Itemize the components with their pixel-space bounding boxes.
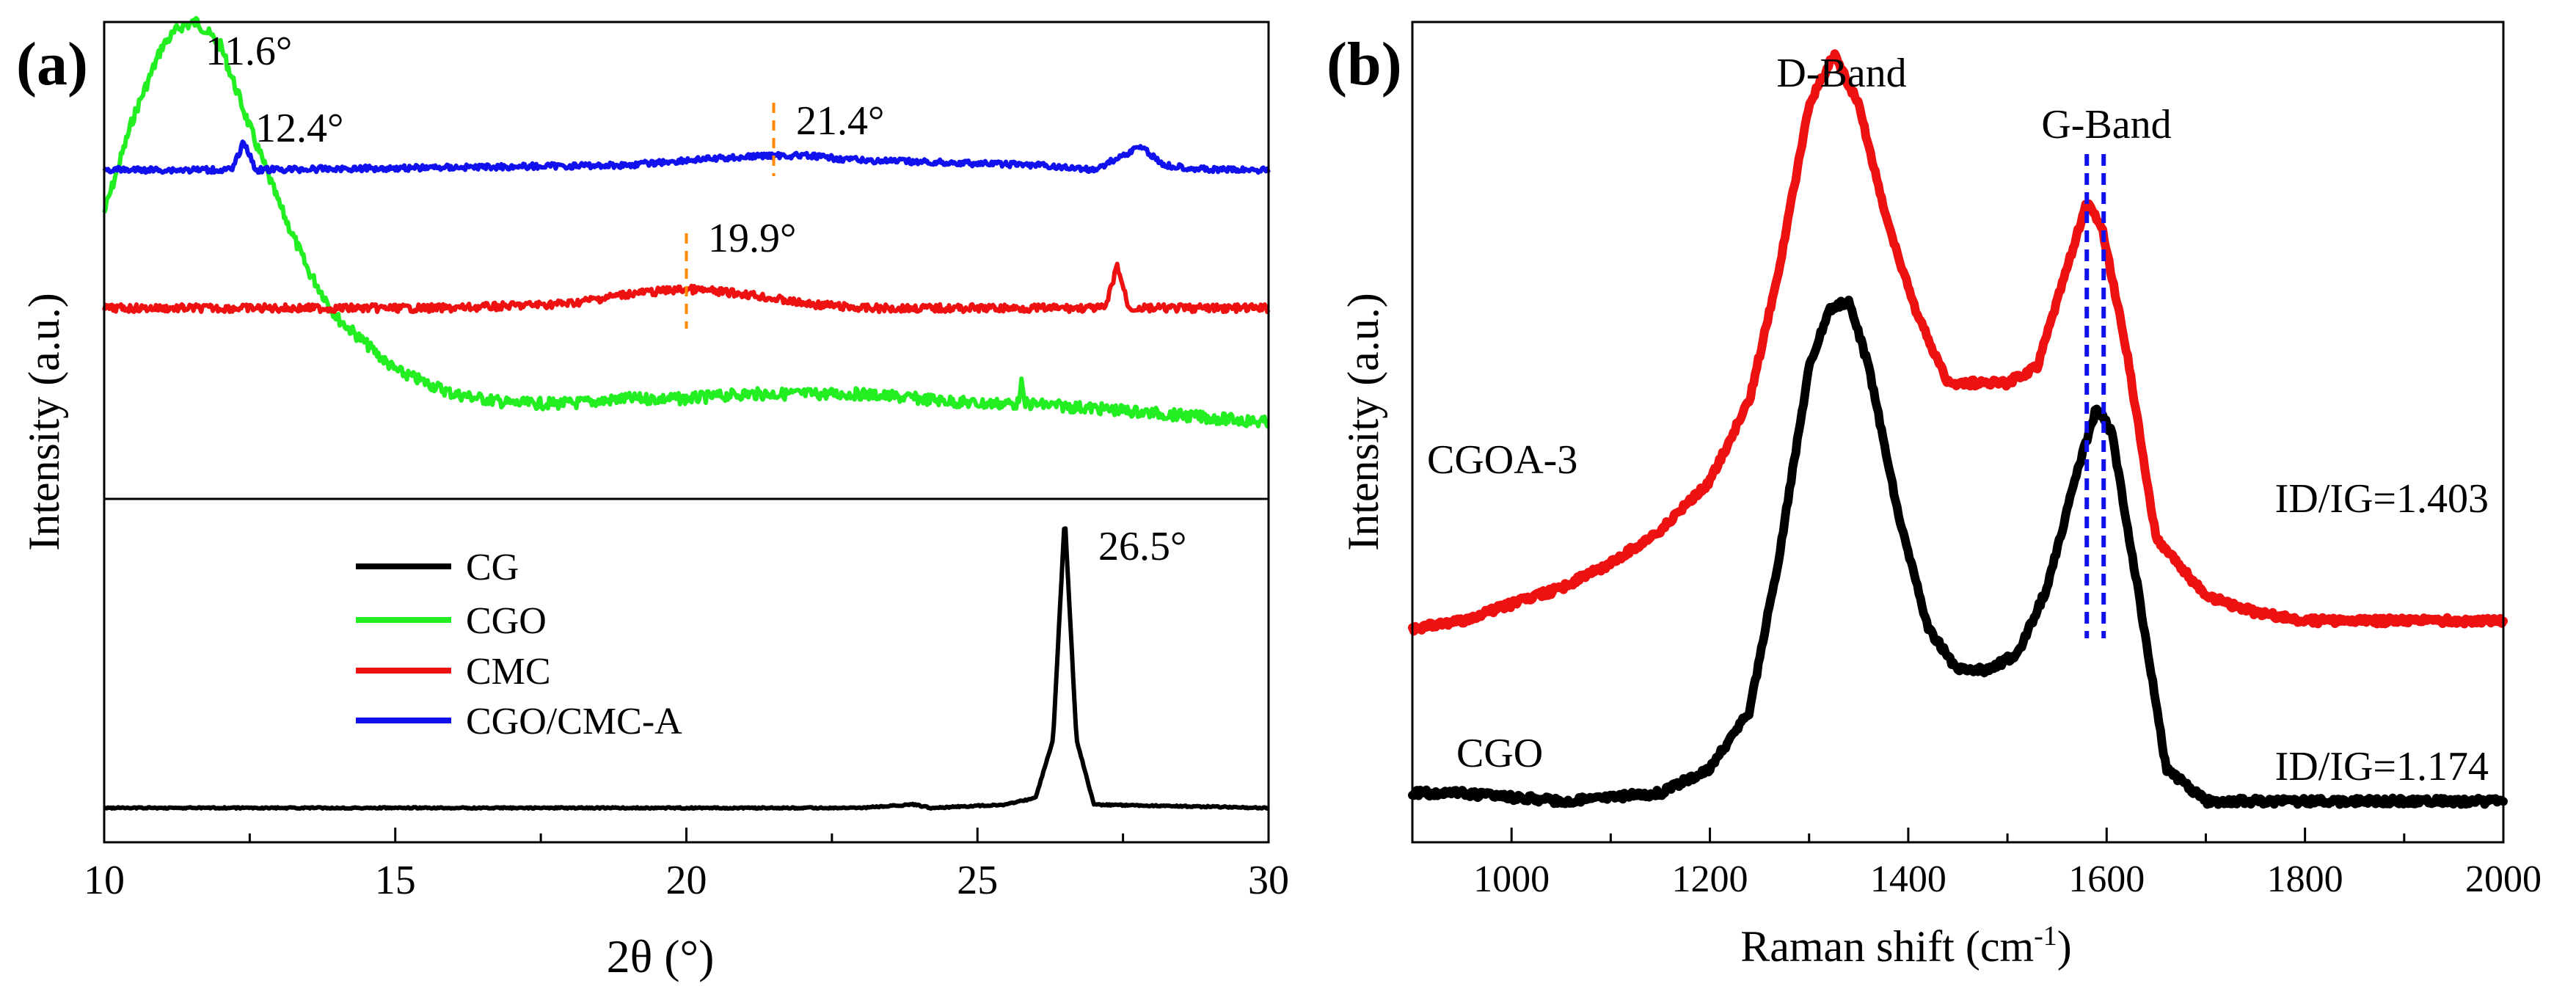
annotation-d-band: D-Band (1776, 51, 1906, 96)
panel-a: (a) Intensity (a.u.) 2θ (°) 10 15 20 25 30 1… (16, 15, 1289, 982)
panel-b-xlabel: Raman shift (cm-1) (1740, 921, 2072, 971)
legend-item-cmc: CMC (356, 651, 551, 693)
annotation-11-6: 11.6° (205, 29, 292, 74)
x-tick-label-1400: 1400 (1870, 858, 1946, 900)
series-cgo (102, 15, 1270, 429)
legend-label-cgo: CGO (466, 600, 547, 642)
legend-item-cgo: CGO (356, 600, 547, 642)
x-tick-label-1200: 1200 (1672, 858, 1748, 900)
x-tick-label-25: 25 (957, 858, 998, 903)
x-tick-label-15: 15 (375, 858, 416, 903)
ratio-cgo: ID/IG=1.174 (2275, 744, 2489, 789)
panel-a-markers (685, 103, 776, 329)
x-tick-label-1800: 1800 (2267, 858, 2343, 900)
series-cgo-cmc-a (102, 139, 1271, 175)
x-tick-label-1000: 1000 (1473, 858, 1550, 900)
label-cgoa-3: CGOA-3 (1427, 437, 1577, 483)
panel-b-ylabel: Intensity (a.u.) (1339, 293, 1387, 551)
series-cgoa-3 (1408, 49, 2508, 636)
panel-b-ticks: 1000 1200 1400 1600 1800 2000 (1411, 828, 2542, 900)
panel-a-ticks: 10 15 20 25 30 (84, 828, 1289, 903)
panel-b-markers (2084, 154, 2106, 638)
legend-item-cg: CG (356, 547, 519, 588)
x-tick-label-20: 20 (666, 858, 707, 903)
label-cgo: CGO (1456, 731, 1543, 776)
annotation-19-9: 19.9° (708, 216, 796, 261)
x-tick-label-2000: 2000 (2465, 858, 2542, 900)
panel-a-label: (a) (16, 30, 88, 98)
series-cg (103, 526, 1270, 811)
annotation-21-4: 21.4° (796, 98, 884, 144)
panel-a-curves (102, 15, 1271, 811)
panel-a-ylabel: Intensity (a.u.) (20, 293, 68, 551)
legend-label-cmc: CMC (466, 651, 551, 693)
series-cgo (1408, 296, 2508, 809)
legend-item-cgo-cmc-a: CGO/CMC-A (356, 701, 682, 742)
panel-b: (b) Intensity (a.u.) Raman shift (cm-1) … (1327, 21, 2542, 971)
x-tick-label-10: 10 (84, 858, 125, 903)
legend-label-cg: CG (466, 547, 519, 588)
x-tick-label-30: 30 (1248, 858, 1289, 903)
panel-b-label: (b) (1327, 30, 1402, 98)
legend-label-cgo-cmc-a: CGO/CMC-A (466, 701, 682, 742)
panel-a-xlabel: 2θ (°) (607, 930, 715, 982)
ratio-cgoa-3: ID/IG=1.403 (2275, 476, 2489, 522)
x-tick-label-1600: 1600 (2068, 858, 2145, 900)
legend: CG CGO CMC CGO/CMC-A (356, 547, 682, 742)
annotation-26-5: 26.5° (1098, 524, 1186, 569)
annotation-12-4: 12.4° (255, 106, 343, 151)
panel-b-curves (1408, 49, 2508, 809)
annotation-g-band: G-Band (2041, 102, 2171, 147)
panel-b-frame (1411, 21, 2505, 844)
